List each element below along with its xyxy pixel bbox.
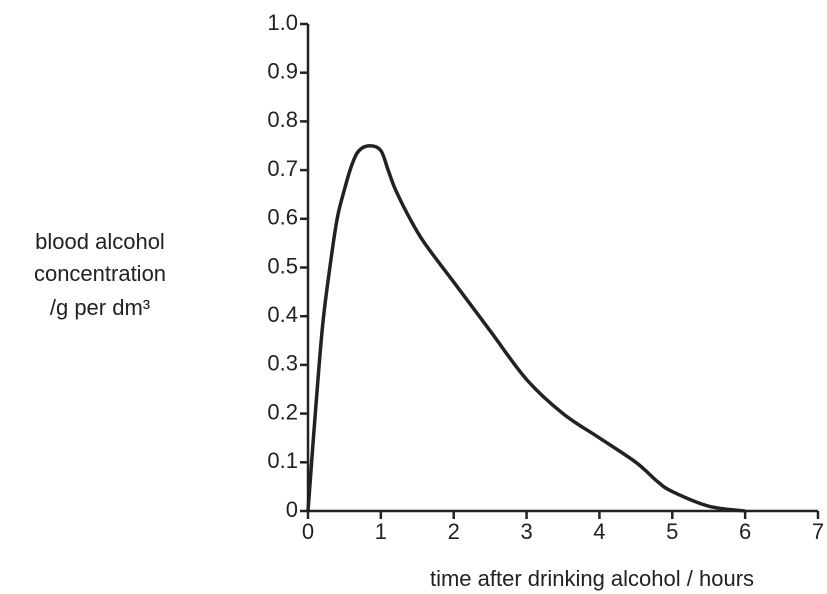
x-tick-label: 3	[520, 519, 532, 544]
y-tick-label: 0.6	[267, 205, 298, 230]
x-tick-label: 5	[666, 519, 678, 544]
y-tick-label: 0.1	[267, 448, 298, 473]
y-tick-label: 0.5	[267, 253, 298, 278]
x-tick-label: 2	[448, 519, 460, 544]
x-tick-label: 4	[593, 519, 605, 544]
y-tick-label: 0.2	[267, 399, 298, 424]
curve	[306, 144, 746, 513]
x-tick-label: 6	[739, 519, 751, 544]
y-tick-label: 0.9	[267, 59, 298, 84]
y-tick-label: 0.4	[267, 302, 298, 327]
x-tick-label: 7	[812, 519, 824, 544]
y-tick-label: 0.3	[267, 351, 298, 376]
y-axis-label: concentration	[34, 261, 166, 286]
y-axis-label: blood alcohol	[35, 229, 165, 254]
y-tick-label: 1.0	[267, 10, 298, 35]
y-tick-label: 0	[286, 497, 298, 522]
x-tick-label: 1	[375, 519, 387, 544]
y-tick-label: 0.8	[267, 107, 298, 132]
y-axis-label: /g per dm³	[50, 295, 150, 320]
x-axis-label: time after drinking alcohol / hours	[430, 566, 754, 591]
y-tick-label: 0.7	[267, 156, 298, 181]
x-tick-label: 0	[302, 519, 314, 544]
